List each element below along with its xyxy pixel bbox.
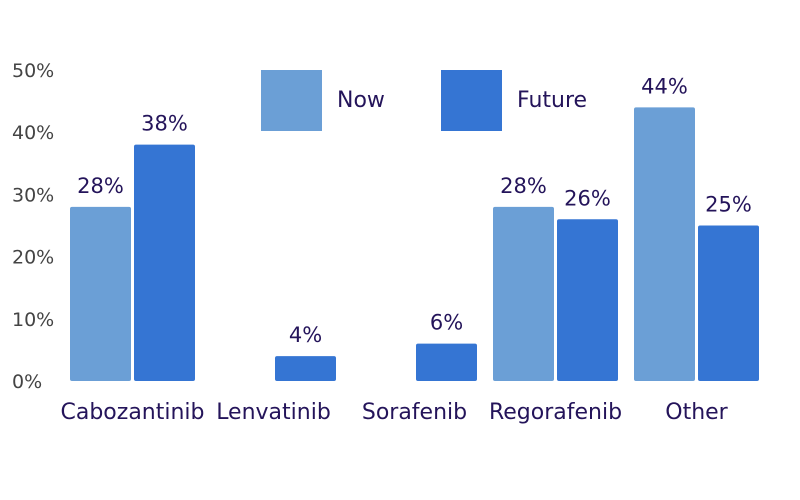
data-label: 4% (289, 323, 322, 347)
y-tick-label: 20% (12, 247, 54, 269)
bar-now-regorafenib (493, 206, 554, 381)
legend: Now Future (261, 70, 587, 131)
x-tick-label: Regorafenib (489, 400, 622, 425)
data-label: 44% (641, 74, 688, 98)
y-tick-label: 40% (12, 122, 54, 144)
bar-future-lenvatinib (275, 356, 336, 381)
x-tick-label: Sorafenib (362, 400, 467, 425)
data-label: 6% (430, 311, 463, 335)
y-tick-label: 10% (12, 309, 54, 331)
x-axis: Cabozantinib Lenvatinib Sorafenib Regorafen… (61, 400, 729, 425)
bar-future-cabozantinib (134, 144, 195, 381)
data-labels: 28% 38% 4% 6% 28% 26% 44% 25% (77, 74, 752, 347)
bar-now-cabozantinib (70, 206, 131, 381)
data-label: 28% (77, 174, 124, 198)
x-tick-label: Other (665, 400, 728, 425)
data-label: 38% (141, 112, 188, 136)
bar-future-sorafenib (416, 343, 477, 381)
data-label: 28% (500, 174, 547, 198)
x-tick-label: Lenvatinib (216, 400, 331, 425)
y-tick-label: 0% (12, 371, 42, 393)
y-axis: 0% 10% 20% 30% 40% 50% (12, 60, 54, 393)
bar-now-other (634, 107, 695, 381)
bar-future-regorafenib (557, 219, 618, 381)
bars (70, 107, 759, 381)
legend-swatch (441, 70, 502, 131)
data-label: 25% (705, 193, 752, 217)
bar-future-other (698, 225, 759, 381)
y-tick-label: 50% (12, 60, 54, 82)
data-label: 26% (564, 186, 611, 210)
legend-swatch (261, 70, 322, 131)
legend-label: Future (517, 88, 587, 113)
y-tick-label: 30% (12, 184, 54, 206)
x-tick-label: Cabozantinib (61, 400, 205, 425)
legend-label: Now (337, 88, 385, 113)
